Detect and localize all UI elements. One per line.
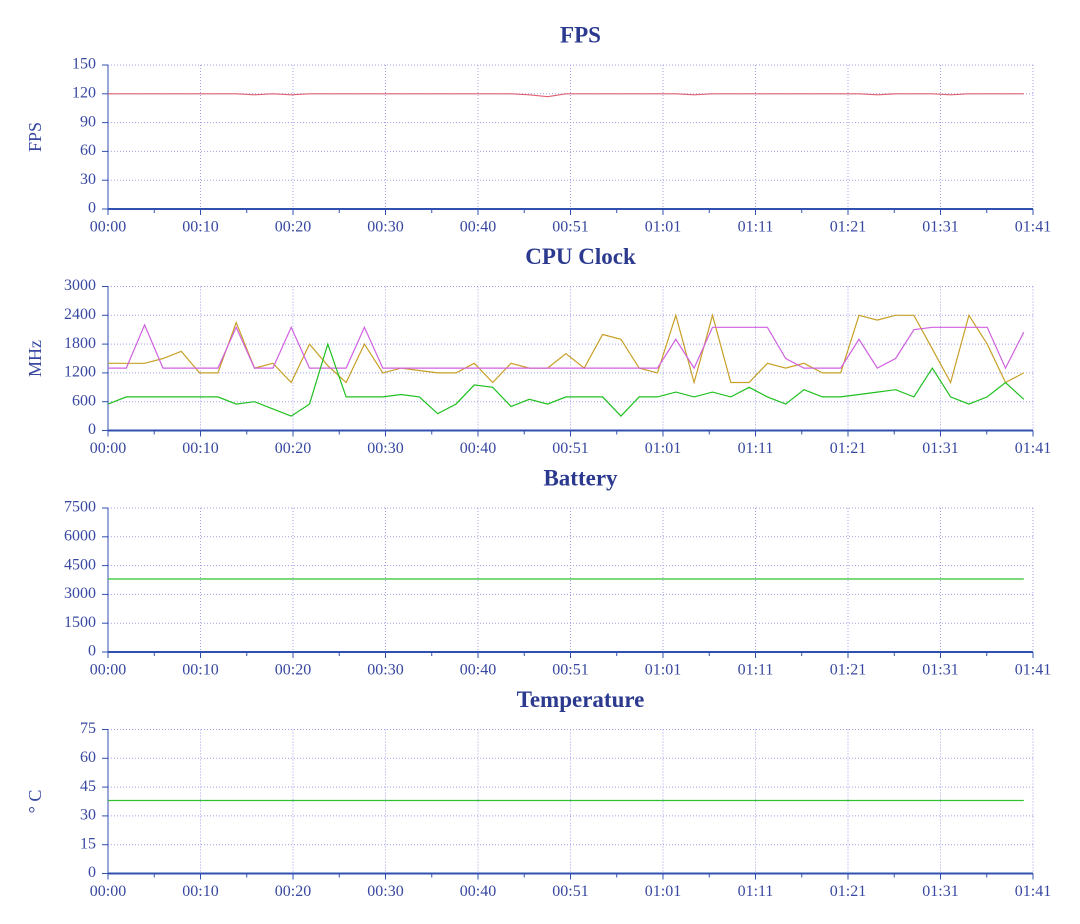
x-tick-label: 01:01 [645,219,681,236]
x-tick-label: 01:01 [645,662,681,679]
y-axis-label: MHz [25,340,45,377]
x-tick-label: 01:21 [830,883,866,900]
y-tick-label: 6000 [64,527,96,544]
chart-title: Temperature [517,687,645,712]
y-tick-label: 75 [80,720,96,737]
y-tick-label: 0 [88,643,96,660]
x-tick-label: 00:20 [275,440,311,457]
x-tick-label: 00:30 [367,440,403,457]
x-tick-label: 01:11 [738,219,774,236]
chart-title: CPU Clock [525,244,636,269]
x-tick-label: 01:01 [645,883,681,900]
x-tick-label: 01:11 [738,883,774,900]
x-tick-label: 01:21 [830,440,866,457]
chart-title: Battery [543,465,618,490]
x-tick-label: 00:10 [182,440,218,457]
y-tick-label: 0 [88,200,96,217]
data-line [108,93,1024,98]
y-tick-label: 4500 [64,556,96,573]
x-tick-label: 01:21 [830,219,866,236]
y-tick-label: 0 [88,864,96,881]
y-tick-label: 60 [80,142,96,159]
x-tick-label: 00:51 [552,440,588,457]
x-tick-label: 00:40 [460,219,496,236]
y-tick-label: 3000 [64,585,96,602]
x-tick-label: 01:41 [1015,883,1051,900]
x-tick-label: 00:51 [552,662,588,679]
y-tick-label: 3000 [64,277,96,294]
y-tick-label: 150 [72,56,96,73]
x-tick-label: 01:31 [922,883,958,900]
x-tick-label: 01:31 [922,219,958,236]
x-tick-label: 01:41 [1015,219,1051,236]
x-tick-label: 01:31 [922,662,958,679]
x-tick-label: 00:10 [182,662,218,679]
x-tick-label: 00:00 [90,440,126,457]
x-tick-label: 00:40 [460,440,496,457]
y-tick-label: 2400 [64,306,96,323]
data-line [108,313,1025,385]
y-tick-label: 15 [80,835,96,852]
y-tick-label: 1800 [64,335,96,352]
x-tick-label: 01:11 [738,662,774,679]
x-tick-label: 00:51 [552,219,588,236]
x-tick-label: 00:40 [460,662,496,679]
x-tick-label: 00:51 [552,883,588,900]
x-tick-label: 00:20 [275,219,311,236]
x-tick-label: 00:30 [367,219,403,236]
y-tick-label: 600 [72,392,96,409]
x-tick-label: 00:20 [275,662,311,679]
chart-title: FPS [560,22,601,47]
data-line [107,342,1025,417]
x-tick-label: 00:00 [90,883,126,900]
x-tick-label: 01:11 [738,440,774,457]
x-tick-label: 00:10 [182,883,218,900]
x-tick-label: 00:40 [460,883,496,900]
x-tick-label: 01:21 [830,662,866,679]
y-axis-label: ° C [25,790,45,814]
y-tick-label: 30 [80,807,96,824]
y-tick-label: 120 [72,84,96,101]
x-tick-label: 00:00 [90,662,126,679]
y-tick-label: 45 [80,778,96,795]
y-tick-label: 1500 [64,614,96,631]
x-tick-label: 00:30 [367,883,403,900]
x-tick-label: 00:10 [182,219,218,236]
x-tick-label: 00:30 [367,662,403,679]
x-tick-label: 01:41 [1015,440,1051,457]
x-tick-label: 01:01 [645,440,681,457]
y-tick-label: 90 [80,113,96,130]
y-tick-label: 7500 [64,499,96,516]
x-tick-label: 01:31 [922,440,958,457]
x-tick-label: 00:00 [90,219,126,236]
y-axis-label: FPS [25,122,45,152]
data-line [108,323,1025,370]
y-tick-label: 0 [88,421,96,438]
y-tick-label: 30 [80,171,96,188]
x-tick-label: 00:20 [275,883,311,900]
y-tick-label: 1200 [64,364,96,381]
y-tick-label: 60 [80,749,96,766]
x-tick-label: 01:41 [1015,662,1051,679]
